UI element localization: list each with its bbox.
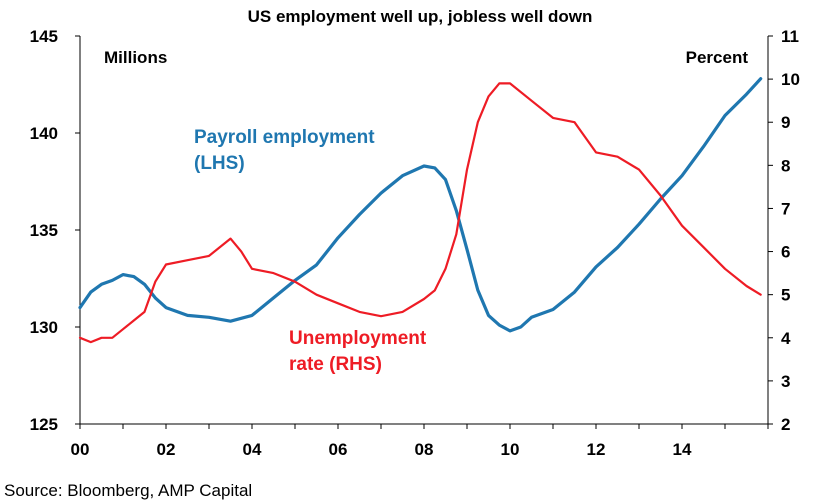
x-tick-label: 12 bbox=[587, 440, 606, 459]
right-axis-unit-label: Percent bbox=[686, 48, 749, 67]
right-axis: 2 3 4 5 6 7 8 9 10 11 bbox=[768, 27, 800, 434]
left-tick-label: 135 bbox=[30, 221, 58, 240]
x-tick-label: 08 bbox=[415, 440, 434, 459]
unemployment-annotation-line1: Unemployment bbox=[289, 328, 427, 349]
left-tick-label: 145 bbox=[30, 27, 58, 46]
right-tick-label: 5 bbox=[781, 286, 790, 305]
right-tick-label: 2 bbox=[781, 415, 790, 434]
left-tick-label: 130 bbox=[30, 318, 58, 337]
payroll-employment-line bbox=[78, 77, 763, 333]
unemployment-annotation-line2: rate (RHS) bbox=[289, 354, 382, 375]
left-axis-unit-label: Millions bbox=[104, 48, 167, 67]
plot-frame bbox=[79, 36, 769, 425]
unemployment-rate-line bbox=[78, 82, 762, 344]
right-tick-label: 4 bbox=[781, 329, 791, 348]
left-axis: 125 130 135 140 145 bbox=[30, 27, 80, 434]
right-tick-label: 9 bbox=[781, 113, 790, 132]
x-tick-label: 04 bbox=[243, 440, 262, 459]
x-tick-label: 14 bbox=[673, 440, 692, 459]
payroll-annotation-line1: Payroll employment bbox=[194, 127, 375, 148]
chart-title: US employment well up, jobless well down bbox=[248, 7, 593, 26]
x-tick-label: 02 bbox=[157, 440, 176, 459]
chart-source: Source: Bloomberg, AMP Capital bbox=[4, 481, 252, 500]
x-axis: 00 02 04 06 08 10 12 14 bbox=[71, 424, 769, 459]
right-tick-label: 11 bbox=[781, 27, 799, 46]
x-tick-label: 06 bbox=[329, 440, 348, 459]
left-tick-label: 125 bbox=[30, 415, 58, 434]
right-tick-label: 3 bbox=[781, 372, 790, 391]
x-tick-label: 10 bbox=[501, 440, 520, 459]
right-tick-label: 10 bbox=[781, 70, 800, 89]
right-tick-label: 7 bbox=[781, 199, 790, 218]
left-tick-label: 140 bbox=[30, 124, 58, 143]
payroll-annotation-line2: (LHS) bbox=[194, 153, 245, 174]
x-tick-label: 00 bbox=[71, 440, 90, 459]
right-tick-label: 6 bbox=[781, 243, 790, 262]
series-layer bbox=[78, 77, 763, 344]
right-tick-label: 8 bbox=[781, 156, 790, 175]
